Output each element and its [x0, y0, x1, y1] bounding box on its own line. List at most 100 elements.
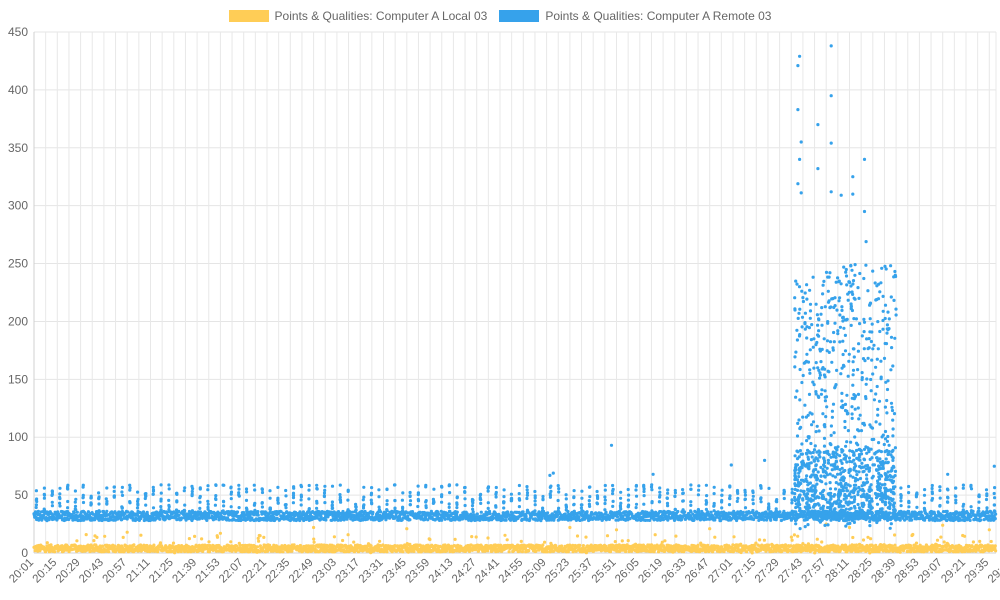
- x-tick-label: 26:05: [613, 557, 642, 586]
- point-local: [311, 544, 315, 548]
- y-tick-label: 100: [8, 430, 28, 444]
- point-local: [152, 543, 156, 547]
- x-tick-label: 26:33: [660, 557, 689, 586]
- point-local: [605, 534, 610, 538]
- point-local: [401, 550, 405, 554]
- grid-lines: [33, 31, 997, 554]
- point-local: [847, 525, 852, 530]
- series-local-points: [32, 522, 998, 555]
- point-remote: [488, 512, 492, 516]
- point-local: [218, 531, 222, 535]
- x-tick-label: 25:23: [543, 557, 572, 586]
- point-local: [527, 549, 531, 553]
- point-local: [200, 537, 204, 541]
- point-remote: [36, 509, 41, 513]
- legend-item-local[interactable]: Points & Qualities: Computer A Local 03: [228, 9, 488, 23]
- point-local: [653, 533, 657, 537]
- x-tick-label: 28:11: [823, 557, 851, 585]
- point-local: [53, 550, 57, 554]
- point-local: [978, 539, 982, 544]
- point-local: [312, 540, 316, 544]
- y-tick-label: 450: [8, 25, 28, 39]
- x-tick-label: 22:35: [264, 557, 293, 586]
- x-tick-label: 22:21: [240, 557, 269, 586]
- point-remote: [177, 513, 181, 517]
- point-local: [939, 535, 943, 539]
- point-remote: [504, 518, 508, 522]
- point-local: [474, 535, 478, 539]
- x-tick-label: 24:27: [450, 557, 479, 586]
- point-local: [796, 534, 800, 538]
- point-local: [613, 540, 617, 544]
- x-tick-label: 20:43: [77, 557, 106, 586]
- point-local: [911, 532, 915, 537]
- point-remote: [371, 510, 375, 514]
- point-remote: [443, 517, 447, 521]
- point-local: [257, 539, 261, 543]
- point-local: [792, 533, 797, 537]
- point-local: [346, 533, 350, 537]
- point-remote: [158, 517, 162, 521]
- point-local: [171, 541, 176, 545]
- x-tick-label: 29:49: [986, 557, 1000, 586]
- point-local: [121, 535, 125, 540]
- point-local: [519, 539, 523, 544]
- legend: Points & Qualities: Computer A Local 03 …: [0, 6, 1000, 26]
- x-tick-label: 29:07: [916, 557, 945, 586]
- point-local: [255, 545, 260, 549]
- point-local: [385, 550, 389, 554]
- x-tick-label: 23:17: [333, 557, 362, 586]
- x-axis: 20:0120:1520:2920:4320:5721:1121:2521:39…: [7, 552, 1000, 586]
- point-local: [405, 527, 409, 531]
- point-local: [505, 538, 509, 542]
- point-local: [75, 539, 79, 543]
- y-tick-label: 0: [21, 546, 28, 560]
- x-tick-label: 20:57: [100, 557, 129, 586]
- point-local: [545, 550, 549, 554]
- legend-swatch-remote: [499, 10, 540, 22]
- point-local: [125, 530, 129, 534]
- point-local: [428, 537, 432, 542]
- point-remote: [180, 516, 184, 520]
- point-local: [716, 544, 720, 549]
- x-tick-label: 24:41: [473, 557, 502, 586]
- point-remote: [666, 518, 670, 522]
- point-local: [578, 543, 582, 548]
- x-tick-label: 29:21: [939, 557, 968, 586]
- point-local: [107, 550, 111, 554]
- point-local: [851, 535, 855, 540]
- x-tick-label: 28:39: [869, 557, 898, 586]
- point-local: [229, 540, 233, 544]
- point-local: [258, 544, 262, 548]
- point-local: [507, 550, 511, 554]
- point-local: [332, 535, 336, 539]
- x-tick-label: 27:57: [799, 557, 828, 586]
- point-local: [941, 523, 945, 527]
- point-local: [123, 549, 127, 553]
- point-local: [381, 543, 385, 547]
- x-tick-label: 22:07: [217, 557, 246, 586]
- point-remote: [471, 510, 475, 514]
- point-local: [352, 540, 356, 544]
- point-local: [268, 543, 272, 547]
- point-local: [708, 527, 712, 531]
- x-tick-label: 26:47: [683, 557, 712, 586]
- y-tick-label: 150: [8, 372, 28, 386]
- point-local: [970, 544, 974, 548]
- x-tick-label: 20:29: [54, 557, 83, 586]
- x-tick-label: 20:01: [7, 557, 36, 586]
- point-local: [762, 538, 767, 542]
- point-local: [767, 543, 771, 547]
- point-remote: [475, 512, 479, 516]
- legend-label-local: Points & Qualities: Computer A Local 03: [274, 9, 488, 23]
- point-local: [215, 535, 220, 539]
- legend-item-remote[interactable]: Points & Qualities: Computer A Remote 03: [499, 9, 771, 23]
- point-local: [626, 539, 630, 543]
- point-remote: [455, 510, 459, 514]
- point-local: [575, 534, 580, 538]
- point-local: [560, 544, 564, 548]
- point-local: [262, 535, 266, 540]
- point-local: [45, 541, 49, 545]
- point-local: [581, 544, 586, 548]
